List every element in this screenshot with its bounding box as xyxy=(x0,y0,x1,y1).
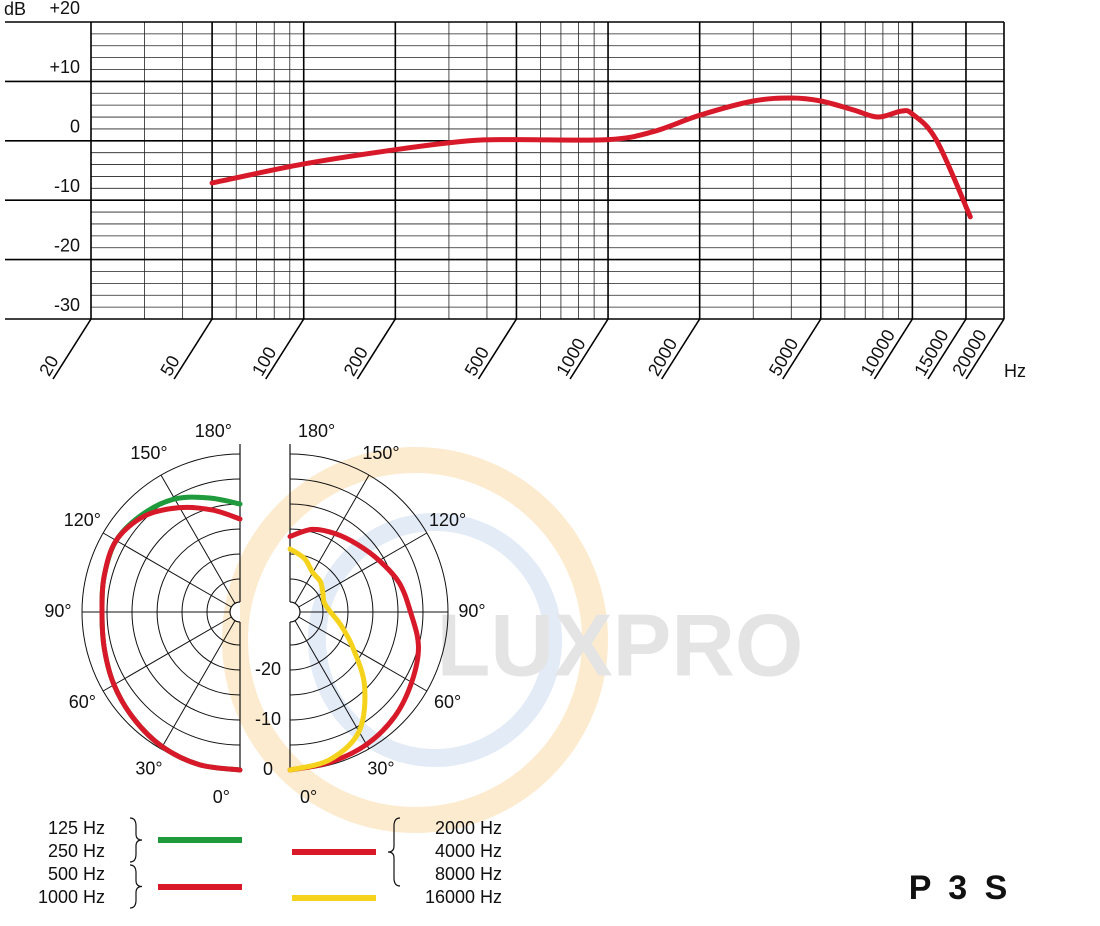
r-tick-label: 0 xyxy=(263,759,273,779)
y-tick-label: 0 xyxy=(70,117,80,137)
x-tick-label: 20000 xyxy=(948,326,990,379)
polar-spoke xyxy=(298,616,428,692)
theta-tick-label: 60° xyxy=(434,692,461,712)
y-tick-label: -20 xyxy=(54,235,80,255)
y-tick-label: +10 xyxy=(49,57,80,77)
legend-label: 1000 Hz xyxy=(38,887,105,907)
watermark-ring xyxy=(222,447,608,833)
y-tick-label: +20 xyxy=(49,0,80,18)
x-tick-mark xyxy=(265,318,305,380)
legend-label: 2000 Hz xyxy=(435,818,502,838)
legend-label: 250 Hz xyxy=(48,841,105,861)
legend-brace xyxy=(129,817,143,863)
polar-spoke xyxy=(160,620,236,750)
theta-tick-label: 150° xyxy=(130,443,167,463)
theta-tick-label: 0° xyxy=(300,787,317,807)
polar-spoke xyxy=(294,620,370,750)
polar-spoke xyxy=(298,532,428,608)
theta-tick-label: 90° xyxy=(44,601,71,621)
response-curve xyxy=(209,95,973,220)
x-tick-mark xyxy=(356,318,397,380)
y-tick-label: -10 xyxy=(54,176,80,196)
theta-tick-label: 120° xyxy=(429,510,466,530)
polar-curve xyxy=(287,546,368,773)
x-tick-label: 500 xyxy=(461,343,493,379)
theta-tick-label: 0° xyxy=(213,787,230,807)
polar-curve xyxy=(99,494,243,773)
legend-brace xyxy=(387,817,401,887)
polar-center-notch xyxy=(229,601,241,623)
theta-tick-label: 60° xyxy=(69,692,96,712)
x-tick-mark xyxy=(477,318,518,380)
x-tick-label: 200 xyxy=(340,343,372,379)
legend-label: 125 Hz xyxy=(48,818,105,838)
polar-spoke xyxy=(102,616,232,692)
y-axis-label: dB xyxy=(4,0,26,19)
legend-label: 8000 Hz xyxy=(435,864,502,884)
x-tick-mark xyxy=(927,318,967,380)
theta-tick-label: 30° xyxy=(135,758,162,778)
watermark-text: LUXPRO xyxy=(437,595,804,694)
x-tick-mark xyxy=(782,318,822,380)
x-axis-label: Hz xyxy=(1004,361,1026,381)
theta-tick-label: 150° xyxy=(362,443,399,463)
x-tick-label: 50 xyxy=(156,352,183,379)
polar-center-notch xyxy=(289,601,301,623)
theta-tick-label: 120° xyxy=(64,510,101,530)
x-tick-mark xyxy=(965,318,1005,380)
watermark-logo: LUXPRO xyxy=(222,447,804,833)
polar-spoke xyxy=(102,532,232,608)
theta-tick-label: 30° xyxy=(367,758,394,778)
x-tick-mark xyxy=(873,318,914,380)
legend-brace xyxy=(129,864,143,909)
polar-curve xyxy=(99,504,243,773)
legend-label: 500 Hz xyxy=(48,864,105,884)
polar-chart: 0° 30° 60° 90° 120° 150° 180° 0° 30° 60° 90° 120° 15… xyxy=(44,421,485,807)
r-tick-label: -10 xyxy=(255,709,281,729)
x-tick-mark xyxy=(569,318,609,380)
polar-spoke xyxy=(294,474,370,604)
product-label: P 3 S xyxy=(909,869,1012,907)
theta-tick-label: 90° xyxy=(458,601,485,621)
theta-tick-label: 180° xyxy=(195,421,232,441)
r-tick-label: -20 xyxy=(255,659,281,679)
x-tick-label: 100 xyxy=(248,343,280,379)
watermark-ring xyxy=(308,513,562,767)
polar-curve xyxy=(287,526,421,773)
x-tick-label: 20 xyxy=(35,352,62,379)
legend: 125 Hz 250 Hz 500 Hz 1000 Hz 2000 Hz 4000 Hz 8… xyxy=(38,817,502,909)
x-tick-mark xyxy=(660,318,701,380)
y-tick-label: -30 xyxy=(54,295,80,315)
x-tick-label: 15000 xyxy=(910,326,952,379)
x-tick-label: 10000 xyxy=(857,326,899,379)
legend-label: 4000 Hz xyxy=(435,841,502,861)
theta-tick-label: 180° xyxy=(298,421,335,441)
legend-label: 16000 Hz xyxy=(425,887,502,907)
x-tick-mark xyxy=(52,318,92,380)
polar-spoke xyxy=(160,474,236,604)
x-tick-mark xyxy=(173,318,213,380)
